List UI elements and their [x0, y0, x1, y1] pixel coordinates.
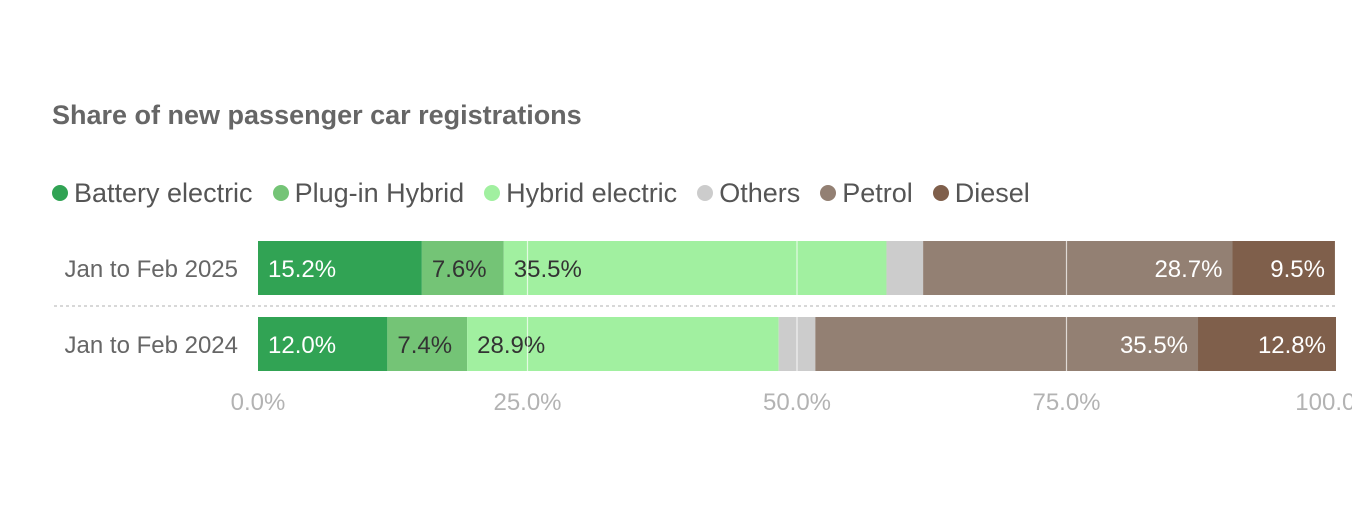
chart-title: Share of new passenger car registrations: [52, 100, 582, 130]
legend-item-petrol: Petrol: [820, 178, 913, 209]
chart-legend: Battery electric Plug-in Hybrid Hybrid ele…: [52, 174, 1050, 212]
bar-battery-electric-jan-to-feb-2024: [258, 317, 388, 371]
bar-diesel-jan-to-feb-2025: [1232, 241, 1335, 295]
data-label: 12.0%: [268, 332, 336, 359]
legend-item-plug-in-hybrid: Plug-in Hybrid: [272, 177, 465, 209]
data-label: 15.2%: [268, 256, 336, 283]
legend-item-battery-electric: Battery electric: [52, 178, 253, 209]
bar-hybrid-electric-jan-to-feb-2024: [467, 317, 779, 371]
legend-item-others: Others: [697, 178, 800, 209]
x-tick-label: 0.0%: [231, 389, 286, 416]
x-tick-label: 100.0%: [1295, 389, 1352, 416]
bar-plug-in-hybrid-jan-to-feb-2024: [387, 317, 468, 371]
legend-label: Plug-in Hybrid: [294, 177, 465, 208]
data-label: 12.8%: [1258, 332, 1326, 359]
legend-item-diesel: Diesel: [932, 177, 1030, 209]
legend-item-hybrid-electric: Hybrid electric: [484, 178, 677, 209]
data-label: 28.7%: [1154, 256, 1222, 283]
legend-label: Petrol: [842, 177, 913, 208]
legend-swatch-petrol: [820, 185, 837, 201]
x-tick-label: 50.0%: [763, 389, 831, 416]
bar-diesel-jan-to-feb-2024: [1198, 317, 1336, 371]
data-label: 35.5%: [514, 256, 582, 283]
legend-swatch-others: [697, 185, 714, 201]
bar-plug-in-hybrid-jan-to-feb-2025: [421, 241, 504, 295]
legend-swatch-battery-electric: [52, 185, 68, 201]
x-tick-label: 75.0%: [1032, 389, 1100, 416]
bar-hybrid-electric-jan-to-feb-2025: [503, 241, 887, 295]
legend-swatch-plug-in-hybrid: [272, 185, 289, 201]
row-label: Jan to Feb 2024: [65, 332, 238, 359]
data-label: 28.9%: [477, 332, 545, 359]
bar-battery-electric-jan-to-feb-2025: [258, 241, 422, 295]
legend-label: Hybrid electric: [506, 177, 678, 208]
bar-petrol-jan-to-feb-2024: [815, 317, 1199, 371]
legend-label: Others: [719, 177, 801, 208]
legend-swatch-hybrid-electric: [484, 185, 501, 201]
x-tick-label: 25.0%: [493, 389, 561, 416]
data-label: 7.6%: [432, 256, 487, 283]
legend-label: Battery electric: [74, 177, 253, 208]
data-label: 9.5%: [1270, 256, 1325, 283]
bar-petrol-jan-to-feb-2025: [923, 241, 1233, 295]
bar-others-jan-to-feb-2025: [886, 241, 924, 295]
legend-swatch-diesel: [932, 185, 949, 201]
data-label: 7.4%: [397, 332, 452, 359]
row-label: Jan to Feb 2025: [65, 256, 238, 283]
legend-label: Diesel: [954, 177, 1030, 208]
data-label: 35.5%: [1120, 332, 1188, 359]
